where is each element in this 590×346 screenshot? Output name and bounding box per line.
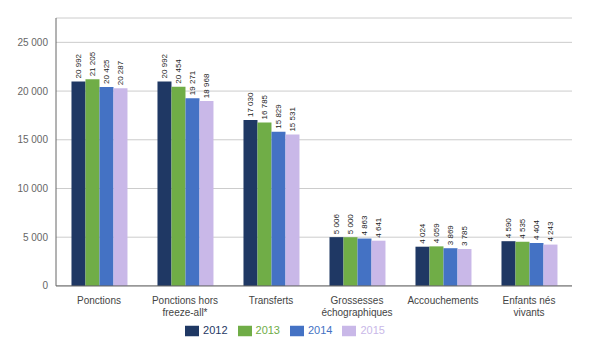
svg-text:20 992: 20 992 xyxy=(160,53,169,78)
html-text:2014: 2014 xyxy=(308,323,333,336)
svg-text:18 968: 18 968 xyxy=(202,73,211,98)
svg-text:4 590: 4 590 xyxy=(504,218,513,239)
svg-text:Grossesseséchographiques: Grossesseséchographiques xyxy=(321,295,392,318)
svg-text:20 425: 20 425 xyxy=(102,59,111,84)
svg-text:5 000: 5 000 xyxy=(23,232,48,243)
svg-text:0: 0 xyxy=(42,280,48,291)
svg-text:17 030: 17 030 xyxy=(246,92,255,117)
svg-text:20 992: 20 992 xyxy=(74,53,83,78)
svg-text:15 000: 15 000 xyxy=(17,134,48,145)
svg-text:Ponctions: Ponctions xyxy=(77,295,121,306)
svg-text:20 000: 20 000 xyxy=(17,86,48,97)
svg-text:5 000: 5 000 xyxy=(346,214,355,235)
svg-text:4 641: 4 641 xyxy=(374,217,383,238)
svg-text:5 006: 5 006 xyxy=(332,214,341,235)
svg-text:4 024: 4 024 xyxy=(418,223,427,244)
html-text:2013: 2013 xyxy=(255,323,280,336)
svg-text:4 863: 4 863 xyxy=(360,215,369,236)
svg-text:21 205: 21 205 xyxy=(88,51,97,76)
svg-text:Enfants nésvivants: Enfants nésvivants xyxy=(503,295,556,318)
svg-text:4 535: 4 535 xyxy=(518,218,527,239)
svg-text:4 243: 4 243 xyxy=(546,221,555,242)
svg-text:4 404: 4 404 xyxy=(532,219,541,240)
svg-text:15 829: 15 829 xyxy=(274,104,283,129)
svg-text:20 454: 20 454 xyxy=(174,59,183,84)
svg-text:19 271: 19 271 xyxy=(188,70,197,95)
svg-text:Transferts: Transferts xyxy=(249,295,294,306)
html-text:2012: 2012 xyxy=(203,323,228,336)
svg-text:3 869: 3 869 xyxy=(446,225,455,246)
svg-text:Ponctions horsfreeze-all*: Ponctions horsfreeze-all* xyxy=(152,295,218,318)
svg-text:4 059: 4 059 xyxy=(432,223,441,244)
svg-text:16 785: 16 785 xyxy=(260,94,269,119)
svg-text:3 785: 3 785 xyxy=(460,225,469,246)
svg-text:Accouchements: Accouchements xyxy=(407,295,478,306)
svg-text:15 531: 15 531 xyxy=(288,107,297,132)
svg-text:10 000: 10 000 xyxy=(17,183,48,194)
html-text:2015: 2015 xyxy=(360,323,385,336)
svg-text:20 287: 20 287 xyxy=(116,60,125,85)
svg-text:25 000: 25 000 xyxy=(17,37,48,48)
